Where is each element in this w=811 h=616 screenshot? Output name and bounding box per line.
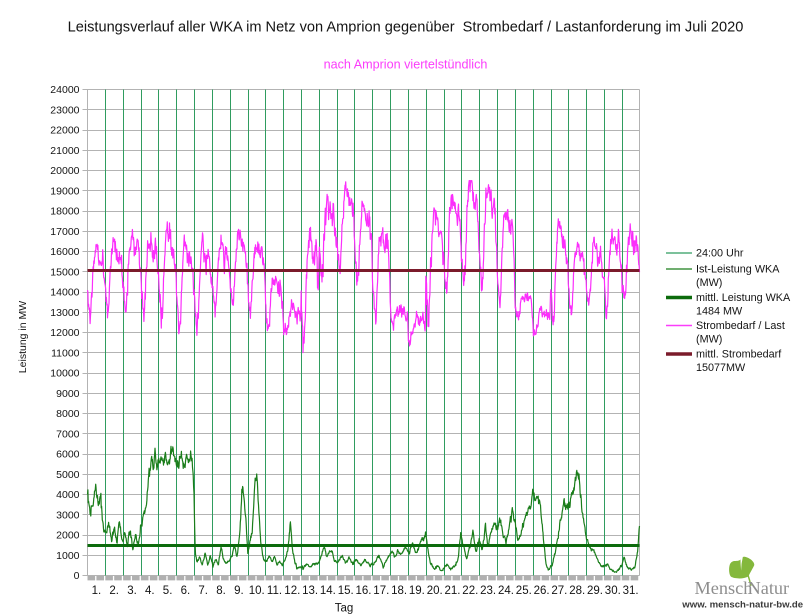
svg-text:www. mensch-natur-bw.de: www. mensch-natur-bw.de (681, 600, 803, 611)
svg-text:21000: 21000 (50, 145, 79, 157)
svg-text:24000: 24000 (50, 84, 79, 96)
svg-text:20.: 20. (427, 585, 443, 597)
svg-text:15000: 15000 (50, 266, 79, 278)
svg-text:8.: 8. (216, 585, 226, 597)
svg-text:25.: 25. (516, 585, 532, 597)
svg-text:9000: 9000 (56, 388, 80, 400)
svg-text:8000: 8000 (56, 408, 80, 420)
svg-text:11.: 11. (267, 585, 282, 597)
svg-text:7000: 7000 (56, 428, 80, 440)
svg-text:14.: 14. (320, 585, 336, 597)
svg-text:4.: 4. (145, 585, 155, 597)
svg-text:18.: 18. (391, 585, 407, 597)
svg-text:5000: 5000 (56, 469, 80, 481)
svg-text:29.: 29. (587, 585, 603, 597)
svg-text:4000: 4000 (56, 489, 80, 501)
svg-text:7.: 7. (198, 585, 208, 597)
svg-text:0: 0 (74, 570, 80, 582)
svg-text:Leistungsverlauf aller WKA im: Leistungsverlauf aller WKA im Netz von A… (68, 19, 744, 35)
svg-text:11000: 11000 (51, 347, 80, 359)
svg-text:14000: 14000 (50, 287, 79, 299)
svg-text:1484 MW: 1484 MW (696, 306, 743, 318)
svg-text:31.: 31. (623, 585, 639, 597)
svg-text:27.: 27. (551, 585, 567, 597)
svg-text:1000: 1000 (56, 550, 80, 562)
svg-text:Tag: Tag (335, 603, 354, 615)
svg-text:22000: 22000 (50, 125, 79, 137)
svg-text:5.: 5. (163, 585, 173, 597)
svg-text:10000: 10000 (50, 368, 79, 380)
svg-text:17.: 17. (373, 585, 389, 597)
svg-text:17000: 17000 (50, 226, 79, 238)
svg-text:13000: 13000 (50, 307, 79, 319)
svg-text:3.: 3. (127, 585, 137, 597)
svg-text:mittl. Leistung WKA: mittl. Leistung WKA (696, 292, 791, 304)
svg-text:16000: 16000 (50, 246, 79, 258)
svg-text:3000: 3000 (56, 510, 80, 522)
svg-text:10.: 10. (249, 585, 265, 597)
svg-text:15.: 15. (338, 585, 354, 597)
svg-text:2.: 2. (109, 585, 119, 597)
svg-text:24.: 24. (498, 585, 514, 597)
svg-text:(MW): (MW) (696, 334, 722, 346)
svg-text:6000: 6000 (56, 449, 80, 461)
svg-text:6.: 6. (181, 585, 191, 597)
svg-text:9.: 9. (234, 585, 244, 597)
svg-text:2000: 2000 (56, 530, 80, 542)
svg-text:22.: 22. (462, 585, 478, 597)
svg-text:21.: 21. (445, 585, 461, 597)
svg-text:23000: 23000 (50, 105, 79, 117)
svg-text:18000: 18000 (50, 206, 79, 218)
svg-text:15077MW: 15077MW (696, 362, 746, 374)
svg-text:19.: 19. (409, 585, 425, 597)
svg-text:24:00 Uhr: 24:00 Uhr (696, 248, 744, 260)
svg-text:Leistung in MW: Leistung in MW (17, 301, 29, 373)
svg-text:Natur: Natur (748, 578, 790, 598)
svg-text:Ist-Leistung WKA: Ist-Leistung WKA (696, 264, 780, 276)
svg-text:13.: 13. (302, 585, 318, 597)
svg-text:nach Amprion viertelstündlich: nach Amprion viertelstündlich (324, 58, 488, 72)
svg-text:20000: 20000 (50, 165, 79, 177)
svg-text:28.: 28. (569, 585, 585, 597)
svg-text:19000: 19000 (50, 185, 79, 197)
svg-text:26.: 26. (534, 585, 550, 597)
svg-text:mittl. Strombedarf: mittl. Strombedarf (696, 349, 782, 361)
svg-text:30.: 30. (605, 585, 621, 597)
svg-text:12.: 12. (284, 585, 300, 597)
svg-text:16.: 16. (356, 585, 372, 597)
svg-text:Strombedarf / Last: Strombedarf / Last (696, 320, 785, 332)
svg-text:12000: 12000 (50, 327, 79, 339)
svg-text:23.: 23. (480, 585, 496, 597)
svg-text:Mensch: Mensch (695, 578, 753, 598)
svg-text:(MW): (MW) (696, 277, 722, 289)
svg-text:1.: 1. (92, 585, 102, 597)
